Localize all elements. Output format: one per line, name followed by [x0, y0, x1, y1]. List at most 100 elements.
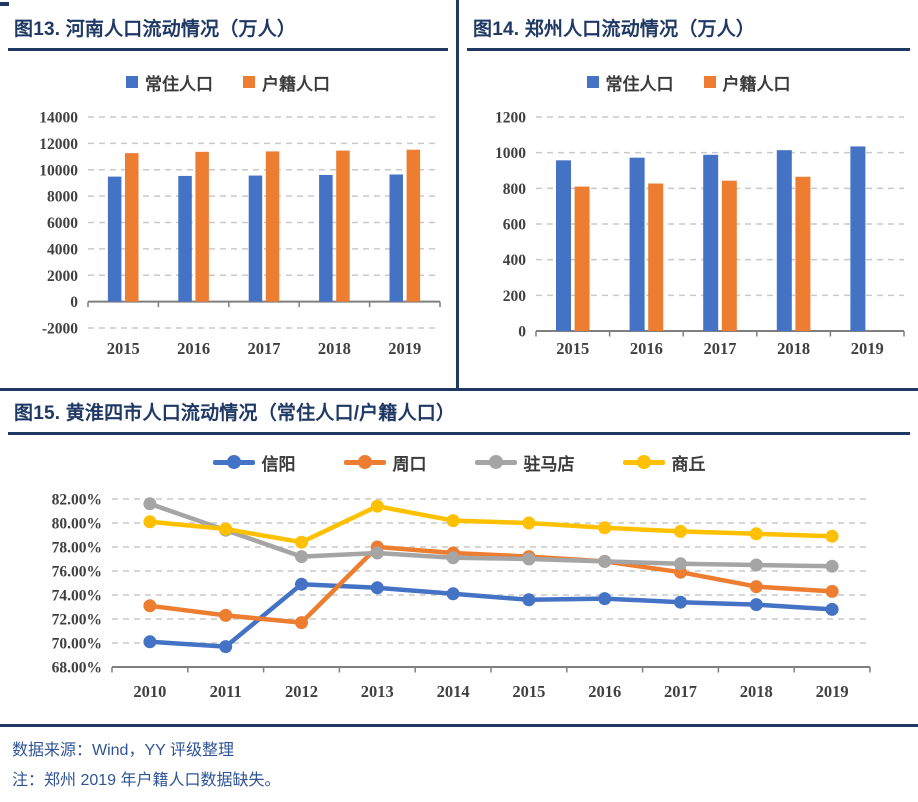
- legend-label: 常住人口: [145, 74, 213, 94]
- svg-text:400: 400: [502, 252, 526, 269]
- data-point-marker: [143, 515, 157, 529]
- figure14-legend: 常住人口 户籍人口: [459, 70, 918, 95]
- data-point-marker: [522, 552, 536, 566]
- legend-square-swatch: [703, 76, 716, 88]
- henan-population-bar-chart: -2000 0 2000 4000 6000 8000 10000 12000 14000 201…: [39, 110, 441, 358]
- bar: [647, 183, 663, 331]
- figure13-panel: 图13. 河南人口流动情况（万人） 常住人口 户籍人口 -2000 0 2000 400…: [0, 0, 459, 388]
- legend-item: 户籍人口: [243, 70, 330, 95]
- data-point-marker: [295, 550, 308, 564]
- legend-item: 信阳: [212, 450, 296, 475]
- bar: [574, 186, 590, 331]
- bar-series-1: [125, 149, 421, 302]
- bar: [794, 176, 810, 331]
- svg-text:2016: 2016: [177, 339, 210, 358]
- svg-text:2010: 2010: [133, 682, 166, 701]
- gridlines: [88, 116, 440, 329]
- footer: 数据来源：Wind，YY 评级整理 注：郑州 2019 年户籍人口数据缺失。: [0, 724, 918, 802]
- legend-label: 信阳: [261, 454, 296, 474]
- page-border-fragment: [0, 2, 9, 6]
- legend-label: 户籍人口: [722, 74, 791, 94]
- data-point-marker: [749, 580, 763, 594]
- figure13-header: 图13. 河南人口流动情况（万人）: [8, 10, 448, 51]
- svg-text:2000: 2000: [47, 268, 78, 285]
- data-point-marker: [295, 535, 308, 549]
- data-point-marker: [295, 577, 308, 591]
- data-point-marker: [825, 529, 839, 543]
- legend-item: 商丘: [622, 450, 706, 475]
- zhengzhou-population-bar-chart: 0 200 400 600 800 1000 1200 2015 2016 2017 2018 201…: [495, 110, 905, 358]
- bar: [629, 157, 645, 331]
- svg-text:1200: 1200: [495, 110, 526, 127]
- data-point-marker: [143, 497, 157, 511]
- svg-text:2019: 2019: [816, 682, 849, 701]
- legend-item: 常住人口: [586, 70, 674, 95]
- bar-series-0: [107, 174, 403, 302]
- footnote-text: 注：郑州 2019 年户籍人口数据缺失。: [12, 772, 281, 789]
- bar: [125, 153, 139, 302]
- data-point-marker: [370, 581, 384, 595]
- legend-label: 商丘: [671, 454, 706, 474]
- data-point-marker: [825, 584, 839, 598]
- data-point-marker: [295, 616, 308, 630]
- data-point-marker: [749, 598, 763, 612]
- svg-text:14000: 14000: [39, 110, 78, 127]
- gridlines: [535, 116, 904, 297]
- svg-text:70.00%: 70.00%: [52, 636, 102, 653]
- svg-text:200: 200: [502, 288, 526, 305]
- huanghuai-cities-line-chart: 68.00% 70.00% 72.00% 74.00% 76.00% 78.00% 80.0…: [52, 492, 871, 701]
- svg-text:2015: 2015: [512, 682, 545, 701]
- top-figures-row: 图13. 河南人口流动情况（万人） 常住人口 户籍人口 -2000 0 2000 400…: [0, 0, 918, 391]
- data-source-text: 数据来源：Wind，YY 评级整理: [12, 742, 234, 759]
- bar: [265, 151, 280, 302]
- svg-text:12000: 12000: [39, 136, 78, 153]
- svg-text:82.00%: 82.00%: [52, 492, 102, 509]
- line-series-3: [143, 499, 839, 549]
- data-point-marker: [674, 557, 687, 571]
- figure14-header: 图14. 郑州人口流动情况（万人）: [467, 10, 910, 51]
- legend-item: 常住人口: [126, 70, 213, 95]
- legend-label: 常住人口: [605, 74, 674, 94]
- bar: [107, 176, 122, 302]
- legend-line-marker-swatch: [622, 459, 665, 465]
- data-point-marker: [219, 640, 233, 654]
- legend-square-swatch: [126, 76, 138, 88]
- svg-text:600: 600: [502, 217, 526, 234]
- data-point-marker: [674, 524, 687, 538]
- svg-text:2019: 2019: [388, 339, 421, 358]
- data-point-marker: [446, 551, 460, 565]
- bar: [721, 180, 737, 331]
- figure14-panel: 图14. 郑州人口流动情况（万人） 常住人口 户籍人口 0 200 400 600 800…: [459, 0, 918, 388]
- figure15-title: 图15. 黄淮四市人口流动情况（常住人口/户籍人口）: [14, 403, 456, 424]
- svg-text:78.00%: 78.00%: [52, 540, 102, 557]
- data-point-marker: [825, 602, 839, 616]
- bar: [702, 154, 718, 331]
- bar: [195, 151, 209, 302]
- legend-square-swatch: [586, 76, 599, 88]
- data-point-marker: [219, 522, 233, 536]
- bar: [336, 150, 350, 302]
- svg-text:2018: 2018: [740, 682, 773, 701]
- bar: [248, 175, 263, 302]
- legend-item: 户籍人口: [703, 70, 791, 95]
- bar-series-0: [555, 146, 865, 331]
- line-series-0: [143, 577, 839, 654]
- svg-text:2014: 2014: [437, 682, 470, 701]
- svg-text:72.00%: 72.00%: [52, 612, 102, 629]
- svg-text:10000: 10000: [39, 162, 78, 179]
- figure15-legend: 信阳 周口 驻马店 商丘: [0, 450, 918, 475]
- svg-text:8000: 8000: [47, 189, 78, 206]
- legend-line-marker-swatch: [343, 459, 386, 465]
- bar: [776, 150, 792, 331]
- data-point-marker: [446, 587, 460, 601]
- data-point-marker: [598, 592, 612, 606]
- data-point-marker: [749, 558, 763, 572]
- svg-text:68.00%: 68.00%: [52, 660, 102, 677]
- data-point-marker: [446, 514, 460, 528]
- svg-text:76.00%: 76.00%: [52, 564, 102, 581]
- legend-label: 驻马店: [523, 454, 575, 474]
- svg-text:2018: 2018: [318, 339, 351, 358]
- svg-text:2012: 2012: [285, 682, 318, 701]
- legend-line-marker-swatch: [212, 459, 255, 465]
- bar: [555, 160, 571, 331]
